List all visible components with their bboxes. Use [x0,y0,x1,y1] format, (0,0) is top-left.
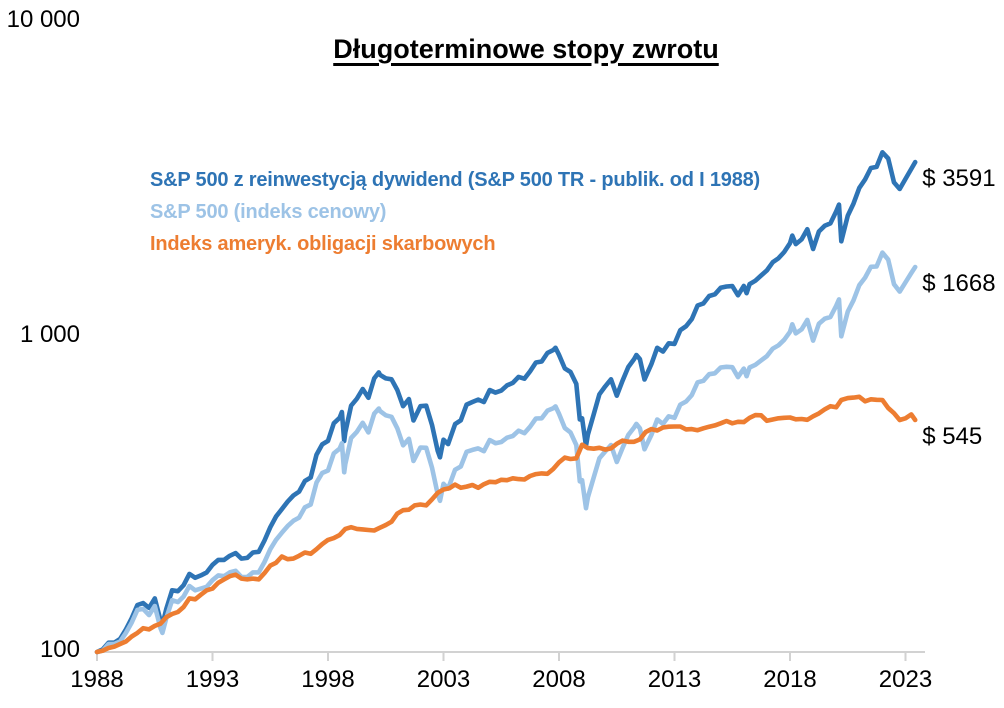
y-tick-label: 10 000 [6,6,80,33]
legend-item-1: S&P 500 (indeks cenowy) [150,201,387,223]
end-label-2: $ 545 [922,423,983,451]
x-tick-label: 2003 [416,666,471,693]
legend-item-0: S&P 500 z reinwestycją dywidend (S&P 500… [150,169,761,191]
y-tick-label: 100 [39,636,80,663]
series-line-1 [94,250,918,655]
y-tick-label: 1 000 [19,321,80,348]
legend: S&P 500 z reinwestycją dywidend (S&P 500… [150,167,760,258]
x-tick-label: 1998 [301,666,355,693]
chart-title-text: Długoterminowe stopy zwrotu [333,34,719,64]
x-tick-label: 2023 [878,666,933,693]
end-label-1: $ 1668 [922,270,996,297]
x-tick-label: 2013 [647,666,702,693]
x-tick-label: 2018 [763,666,817,693]
end-label-0: $ 3591 [922,165,996,193]
x-tick-label: 1988 [70,666,124,693]
series-line-2 [94,394,918,655]
series-line-0 [94,150,918,655]
legend-item-2: Indeks ameryk. obligacji skarbowych [150,233,496,255]
x-tick-label: 2008 [532,666,586,693]
chart-title: Długoterminowe stopy zwrotu [48,34,1004,65]
x-tick-label: 1993 [185,666,240,693]
